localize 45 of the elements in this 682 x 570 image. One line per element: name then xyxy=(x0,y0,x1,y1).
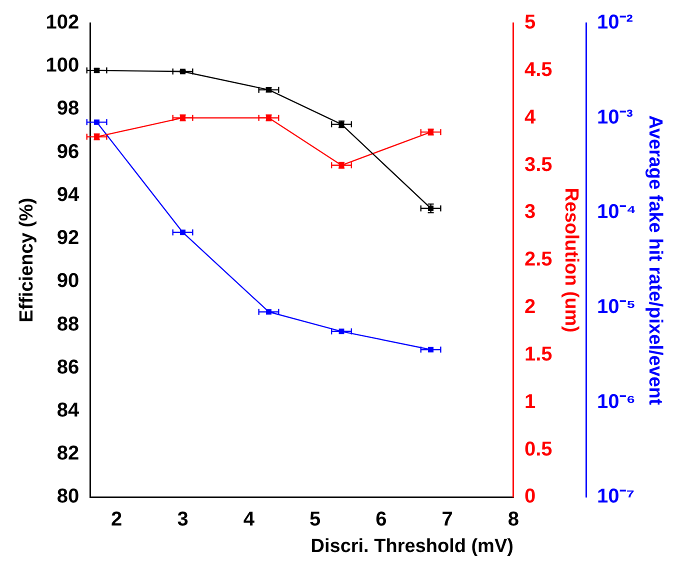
y-tick-label: 80 xyxy=(56,486,80,508)
y2-tick-label: 2.5 xyxy=(524,248,552,271)
y2-tick-label: 1 xyxy=(524,390,536,413)
y-tick-label: 88 xyxy=(56,313,80,336)
x-tick-label: 5 xyxy=(309,508,321,531)
y2-tick-label: 5 xyxy=(524,12,536,34)
x-axis-title: Discri. Threshold (mV) xyxy=(310,536,514,557)
y3-tick-label: 10⁻⁵ xyxy=(597,296,636,318)
y-tick-label: 100 xyxy=(46,54,80,77)
y2-tick-label: 2 xyxy=(524,296,536,318)
y3-tick-label: 10⁻⁶ xyxy=(597,390,636,413)
x-tick-label: 8 xyxy=(508,508,520,531)
y2-tick-label: 0 xyxy=(524,486,536,508)
y-tick-label: 98 xyxy=(56,98,80,120)
y2-axis-title: Resolution (um) xyxy=(560,188,582,332)
y-tick-label: 92 xyxy=(56,227,80,250)
x-tick-label: 3 xyxy=(177,508,188,531)
point xyxy=(428,346,434,352)
y2-tick-label: 4 xyxy=(524,106,536,128)
x-tick-label: 2 xyxy=(111,508,122,531)
y3-tick-label: 10⁻⁷ xyxy=(597,486,635,508)
y3-tick-label: 10⁻⁴ xyxy=(597,201,636,224)
y-tick-label: 90 xyxy=(56,270,80,292)
y-tick-label: 86 xyxy=(56,356,80,378)
x-tick-label: 6 xyxy=(376,508,387,531)
y2-tick-label: 3 xyxy=(524,201,536,224)
y3-tick-label: 10⁻² xyxy=(597,12,634,34)
y-tick-label: 94 xyxy=(56,184,80,206)
x-tick-label: 7 xyxy=(442,508,453,531)
y3-axis-title: Average fake hit rate/pixel/event xyxy=(644,115,666,406)
y-tick-label: 84 xyxy=(56,399,80,422)
x-tick-label: 4 xyxy=(243,508,256,531)
point xyxy=(180,230,186,236)
y2-tick-label: 1.5 xyxy=(524,343,552,366)
point xyxy=(338,328,344,334)
y-tick-label: 96 xyxy=(56,140,80,163)
y3-tick-label: 10⁻³ xyxy=(597,106,634,128)
y-tick-label: 102 xyxy=(46,12,80,34)
point xyxy=(94,119,100,125)
y2-tick-label: 0.5 xyxy=(524,438,552,460)
y-tick-label: 82 xyxy=(56,442,80,465)
y2-tick-label: 4.5 xyxy=(524,58,552,81)
point xyxy=(266,309,272,315)
y-axis-title: Efficiency (%) xyxy=(16,198,38,322)
y2-tick-label: 3.5 xyxy=(524,154,552,176)
